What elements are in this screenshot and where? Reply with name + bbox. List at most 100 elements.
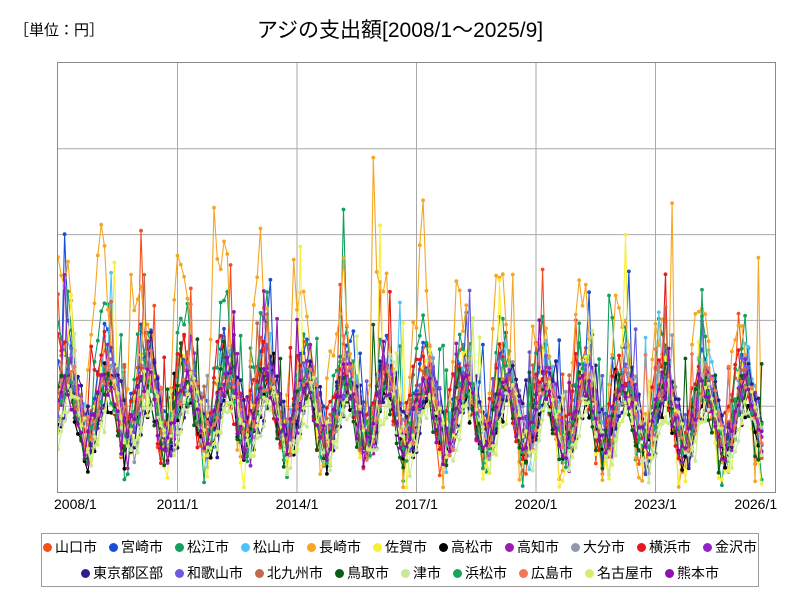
data-point bbox=[577, 376, 582, 381]
data-point bbox=[135, 385, 140, 390]
data-point bbox=[248, 427, 253, 431]
data-point bbox=[291, 438, 296, 443]
data-point bbox=[590, 417, 595, 421]
legend: 山口市 宮崎市 松江市 松山市 長崎市 佐賀市 高松市 高知市 大分市 横浜市 金沢市東京都区部 和歌… bbox=[41, 533, 759, 587]
legend-marker-icon bbox=[637, 542, 646, 552]
data-point bbox=[288, 417, 293, 421]
data-point bbox=[142, 406, 147, 410]
data-point bbox=[305, 342, 309, 346]
data-point bbox=[451, 447, 455, 452]
legend-item-松江市[interactable]: 松江市 bbox=[175, 540, 229, 554]
data-point bbox=[364, 379, 369, 384]
data-point bbox=[235, 375, 240, 380]
data-point bbox=[76, 396, 80, 401]
legend-item-横浜市[interactable]: 横浜市 bbox=[637, 540, 691, 554]
data-point bbox=[178, 429, 183, 434]
data-point bbox=[663, 355, 668, 360]
legend-label: 山口市 bbox=[55, 539, 97, 555]
data-point bbox=[680, 435, 684, 440]
data-point bbox=[504, 322, 508, 327]
data-point bbox=[610, 315, 615, 320]
legend-item-浜松市[interactable]: 浜松市 bbox=[453, 566, 507, 580]
data-point bbox=[384, 333, 389, 338]
data-point bbox=[573, 422, 578, 427]
data-point bbox=[613, 397, 618, 401]
data-point bbox=[341, 380, 346, 385]
data-point bbox=[537, 380, 542, 385]
data-point bbox=[394, 351, 399, 355]
x-tick-label: 2020/1 bbox=[514, 496, 558, 512]
data-point bbox=[371, 401, 376, 405]
data-point bbox=[341, 395, 346, 399]
data-point bbox=[86, 462, 90, 467]
data-point bbox=[228, 400, 233, 405]
data-point bbox=[527, 435, 532, 440]
legend-item-名古屋市[interactable]: 名古屋市 bbox=[585, 566, 653, 580]
legend-marker-icon bbox=[373, 542, 382, 552]
data-point bbox=[477, 400, 482, 404]
data-point bbox=[710, 360, 714, 364]
legend-item-佐賀市[interactable]: 佐賀市 bbox=[373, 540, 427, 554]
legend-item-和歌山市[interactable]: 和歌山市 bbox=[175, 566, 243, 580]
data-point bbox=[534, 351, 538, 355]
data-point bbox=[331, 439, 336, 444]
data-point bbox=[245, 453, 250, 458]
data-point bbox=[481, 477, 485, 481]
data-point bbox=[401, 446, 406, 451]
data-point bbox=[308, 390, 313, 395]
data-point bbox=[271, 401, 276, 406]
data-point bbox=[258, 434, 263, 438]
legend-marker-icon bbox=[453, 568, 462, 578]
data-point bbox=[301, 382, 306, 387]
legend-item-松山市[interactable]: 松山市 bbox=[241, 540, 295, 554]
data-point bbox=[58, 408, 60, 412]
data-point bbox=[195, 407, 200, 412]
data-point bbox=[434, 417, 439, 422]
data-point bbox=[540, 391, 545, 396]
data-point bbox=[328, 462, 333, 467]
data-point bbox=[653, 397, 658, 402]
data-point bbox=[524, 455, 528, 460]
legend-item-長崎市[interactable]: 長崎市 bbox=[307, 540, 361, 554]
data-point bbox=[155, 412, 160, 416]
data-point bbox=[79, 423, 84, 428]
data-point bbox=[388, 388, 392, 392]
data-point bbox=[544, 397, 548, 401]
legend-item-大分市[interactable]: 大分市 bbox=[571, 540, 625, 554]
data-point bbox=[633, 412, 638, 416]
data-point bbox=[673, 444, 678, 448]
data-point bbox=[348, 413, 352, 417]
legend-item-広島市[interactable]: 広島市 bbox=[519, 566, 573, 580]
data-point bbox=[215, 339, 220, 344]
legend-item-熊本市[interactable]: 熊本市 bbox=[665, 566, 719, 580]
data-point bbox=[119, 379, 123, 383]
legend-item-高松市[interactable]: 高松市 bbox=[439, 540, 493, 554]
legend-item-宮崎市[interactable]: 宮崎市 bbox=[109, 540, 163, 554]
data-point bbox=[135, 420, 140, 424]
data-point bbox=[607, 476, 611, 481]
data-point bbox=[178, 389, 183, 393]
legend-item-金沢市[interactable]: 金沢市 bbox=[703, 540, 757, 554]
legend-item-山口市[interactable]: 山口市 bbox=[43, 540, 97, 554]
legend-item-津市[interactable]: 津市 bbox=[401, 566, 441, 580]
data-point bbox=[570, 437, 575, 442]
legend-item-東京都区部[interactable]: 東京都区部 bbox=[81, 566, 163, 580]
data-point bbox=[451, 459, 455, 463]
legend-item-北九州市[interactable]: 北九州市 bbox=[255, 566, 323, 580]
data-point bbox=[524, 446, 528, 450]
data-point bbox=[212, 409, 216, 414]
legend-item-鳥取市[interactable]: 鳥取市 bbox=[335, 566, 389, 580]
data-point bbox=[537, 412, 542, 416]
data-point bbox=[500, 409, 505, 414]
data-point bbox=[756, 427, 761, 432]
data-point bbox=[404, 400, 409, 405]
data-point bbox=[291, 419, 296, 424]
data-point bbox=[633, 374, 638, 379]
data-point bbox=[421, 394, 425, 399]
data-point bbox=[348, 377, 352, 382]
data-point bbox=[537, 318, 542, 322]
data-point bbox=[178, 402, 183, 406]
legend-item-高知市[interactable]: 高知市 bbox=[505, 540, 559, 554]
data-point bbox=[99, 373, 104, 377]
data-point bbox=[746, 362, 751, 366]
